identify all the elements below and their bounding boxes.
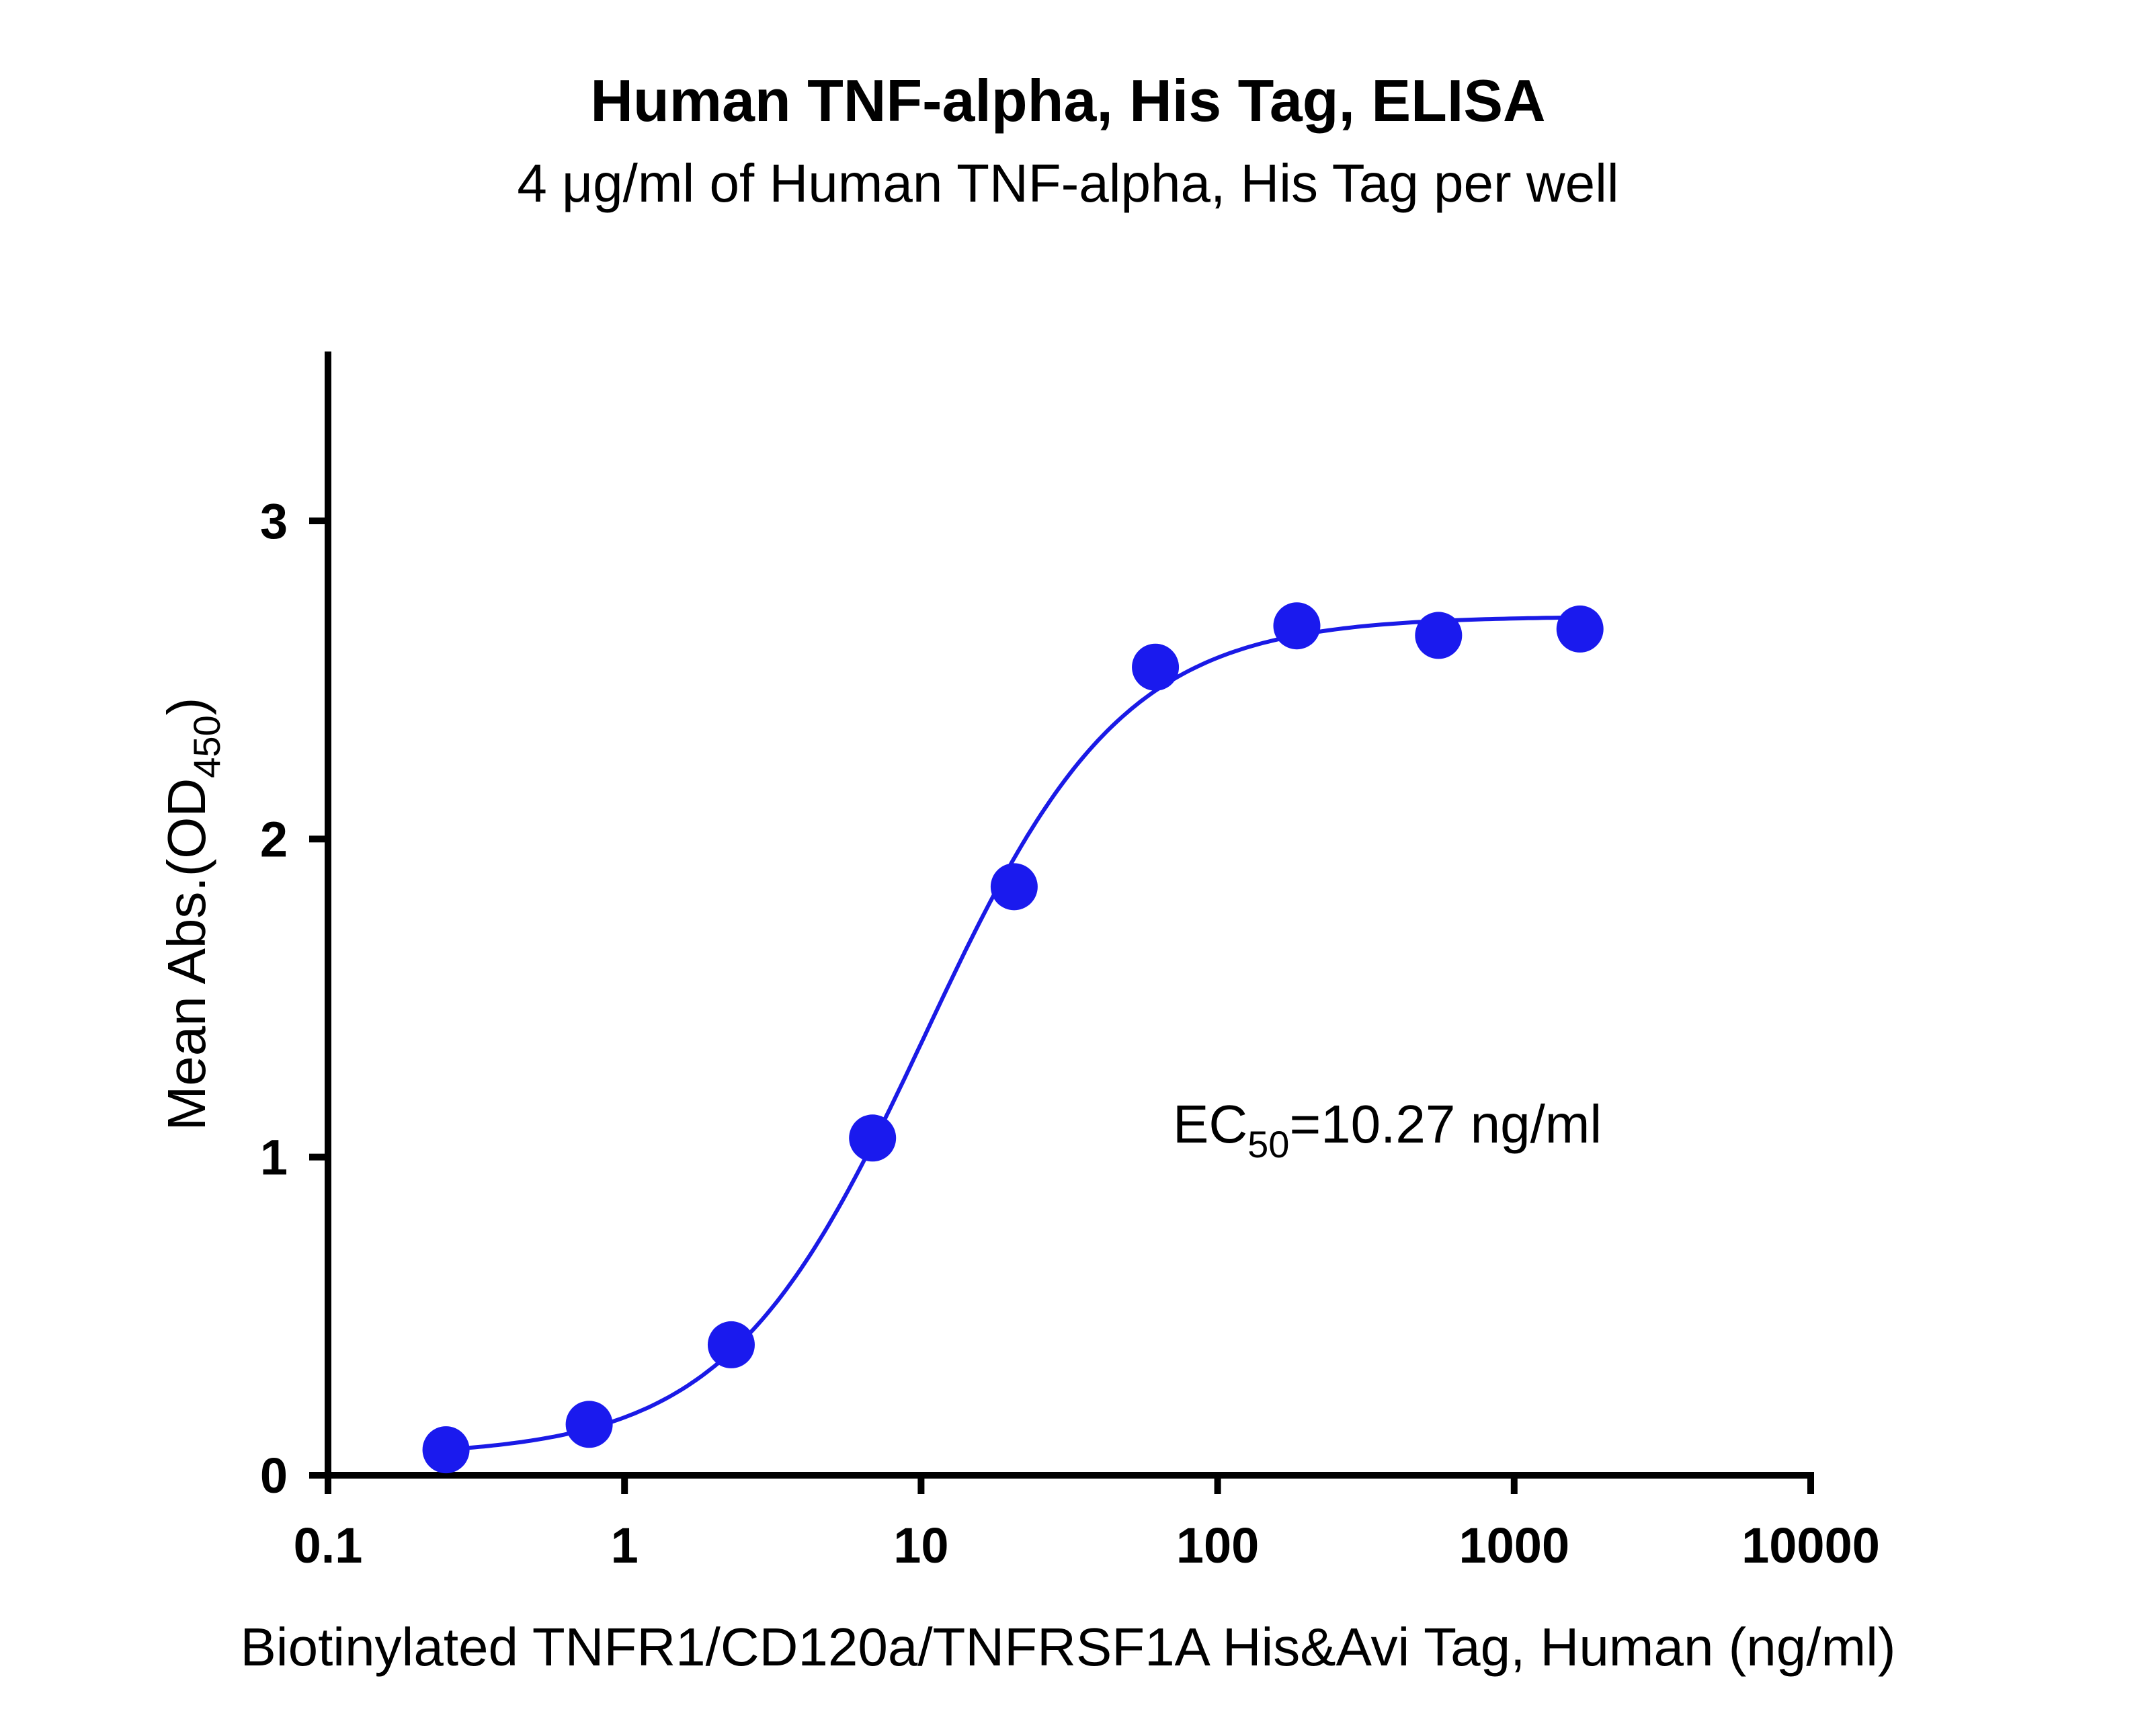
- data-point: [990, 863, 1038, 911]
- data-point: [1415, 612, 1463, 659]
- y-tick-label: 2: [260, 811, 288, 867]
- data-point: [422, 1426, 470, 1474]
- ec50-prefix: EC: [1173, 1094, 1247, 1154]
- y-axis-label-close: ): [157, 698, 216, 716]
- chart-subtitle: 4 μg/ml of Human TNF-alpha, His Tag per …: [517, 153, 1618, 213]
- y-ticks: 0 1 2 3: [260, 493, 328, 1503]
- x-tick-label: 100: [1176, 1518, 1259, 1573]
- data-point: [1132, 643, 1180, 691]
- data-point: [565, 1401, 613, 1448]
- x-tick-label: 10: [893, 1518, 948, 1573]
- y-tick-label: 1: [260, 1130, 288, 1186]
- fit-curve: [446, 615, 1580, 1452]
- data-point: [707, 1321, 755, 1368]
- ec50-annotation: EC50=10.27 ng/ml: [1173, 1094, 1602, 1165]
- y-axis-label-main: Mean Abs.(OD: [157, 778, 216, 1131]
- x-tick-label: 1: [611, 1518, 639, 1573]
- y-tick-label: 3: [260, 493, 288, 549]
- ec50-value: =10.27 ng/ml: [1289, 1094, 1602, 1154]
- x-tick-label: 0.1: [294, 1518, 363, 1573]
- ec50-subscript: 50: [1247, 1123, 1289, 1165]
- x-tick-label: 1000: [1459, 1518, 1569, 1573]
- y-axis-label-subscript: 450: [186, 715, 228, 778]
- y-tick-label: 0: [260, 1448, 288, 1503]
- data-point: [1273, 602, 1321, 650]
- axes: [325, 352, 1814, 1479]
- data-point: [849, 1114, 897, 1162]
- x-tick-label: 10000: [1741, 1518, 1880, 1573]
- chart-title: Human TNF-alpha, His Tag, ELISA: [590, 67, 1545, 134]
- y-axis-label: Mean Abs.(OD450): [157, 698, 228, 1131]
- x-ticks: 0.1 1 10 100 1000 10000: [294, 1475, 1880, 1573]
- x-axis-label: Biotinylated TNFR1/CD120a/TNFRSF1A His&A…: [240, 1617, 1895, 1677]
- data-point: [1556, 605, 1604, 653]
- data-points: [422, 602, 1604, 1474]
